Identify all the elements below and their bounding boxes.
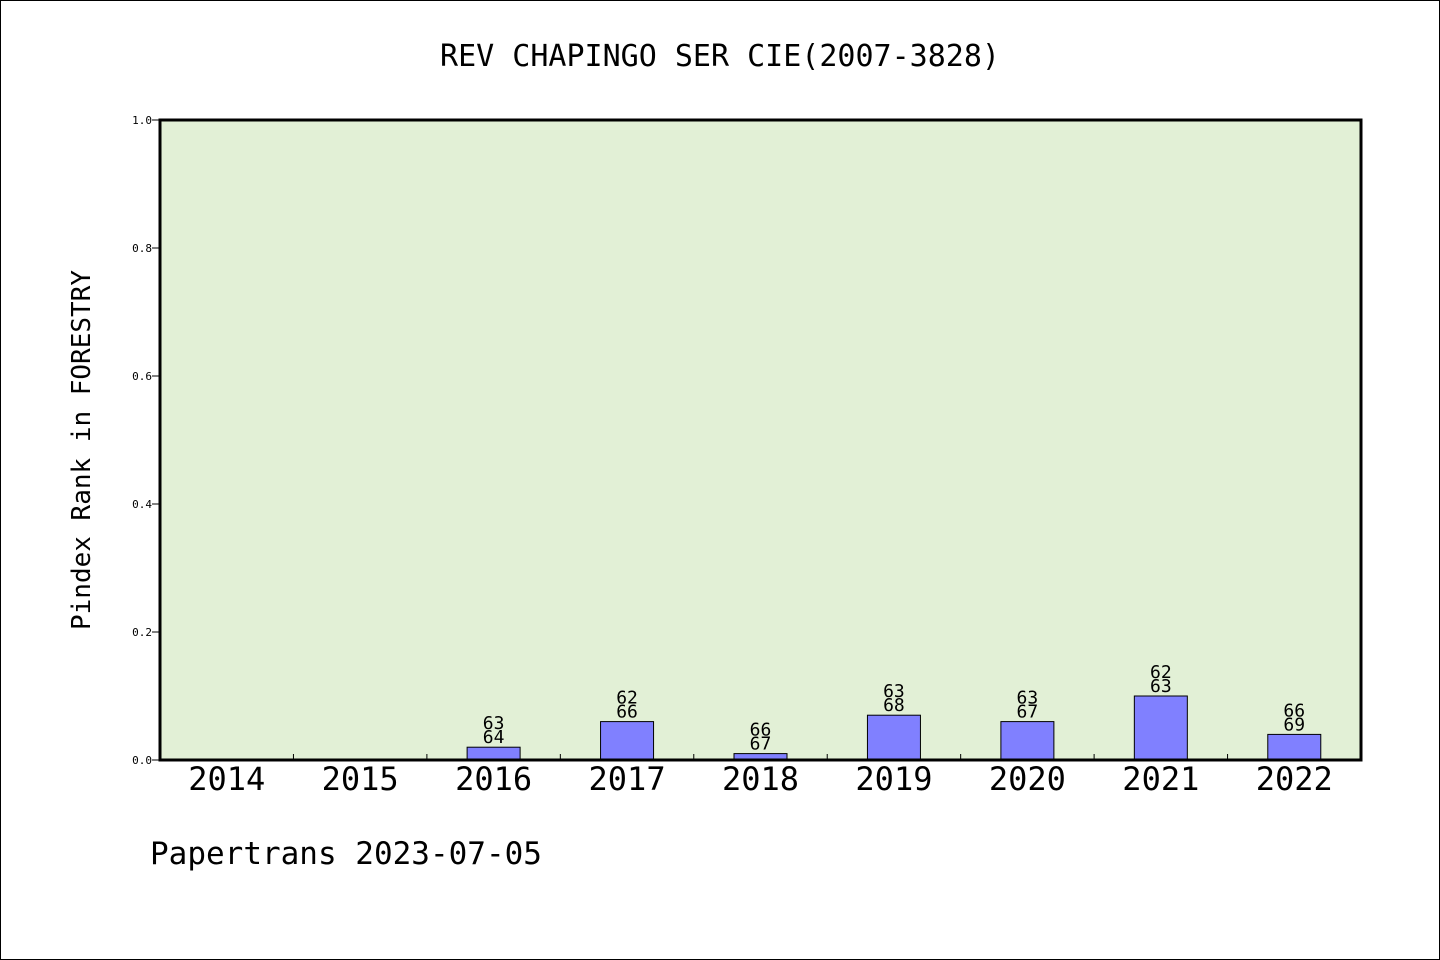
x-tick-label: 2021 <box>1122 760 1199 798</box>
y-tick-label: 0.2 <box>132 626 152 639</box>
x-tick-label: 2017 <box>589 760 666 798</box>
y-tick-label: 1.0 <box>132 114 152 127</box>
rank-label-top: 63 <box>1017 688 1039 709</box>
rank-label-top: 66 <box>1283 700 1305 721</box>
rank-label-bottom: 69 <box>1283 714 1305 735</box>
bar-2016 <box>466 746 521 761</box>
bar-2019 <box>866 714 921 761</box>
x-tick-label: 2014 <box>188 760 265 798</box>
rank-label-top: 62 <box>1150 662 1172 683</box>
plot-border <box>158 118 1363 762</box>
x-tick-label: 2019 <box>855 760 932 798</box>
rank-label-top: 63 <box>883 681 905 702</box>
rank-label-bottom: 66 <box>616 702 638 723</box>
y-tick-label: 0.6 <box>132 370 152 383</box>
rank-label-bottom: 67 <box>750 734 772 755</box>
rank-label-bottom: 64 <box>483 727 505 748</box>
chart-title: REV CHAPINGO SER CIE(2007-3828) <box>440 39 1000 74</box>
bars-group <box>466 695 1322 761</box>
bar-2021 <box>1133 695 1188 761</box>
x-tick-label: 2016 <box>455 760 532 798</box>
bar-2022 <box>1267 733 1322 761</box>
rank-label-top: 66 <box>750 720 772 741</box>
y-tick-label: 0.8 <box>132 242 152 255</box>
y-axis-title: Pindex Rank in FORESTRY <box>67 270 97 630</box>
y-axis: 0.0 0.2 0.4 0.6 0.8 1.0 <box>132 114 160 767</box>
bar-2020 <box>1000 721 1055 761</box>
x-tick-label: 2018 <box>722 760 799 798</box>
x-tick-label: 2020 <box>989 760 1066 798</box>
rank-label-bottom: 68 <box>883 695 905 716</box>
y-tick-label: 0.4 <box>132 498 152 511</box>
x-tick-label: 2015 <box>322 760 399 798</box>
bar-2017 <box>600 721 655 761</box>
rank-label-bottom: 63 <box>1150 676 1172 697</box>
rank-label-bottom: 67 <box>1017 702 1039 723</box>
x-axis: 2014 2015 2016 2017 2018 2019 2020 2021 2022 <box>188 754 1333 798</box>
rank-label-top: 62 <box>616 688 638 709</box>
x-tick-label: 2022 <box>1256 760 1333 798</box>
footer-credit: Papertrans 2023-07-05 <box>150 836 542 872</box>
y-tick-label: 0.0 <box>132 754 152 767</box>
plot-area <box>160 120 1361 760</box>
rank-label-top: 63 <box>483 713 505 734</box>
